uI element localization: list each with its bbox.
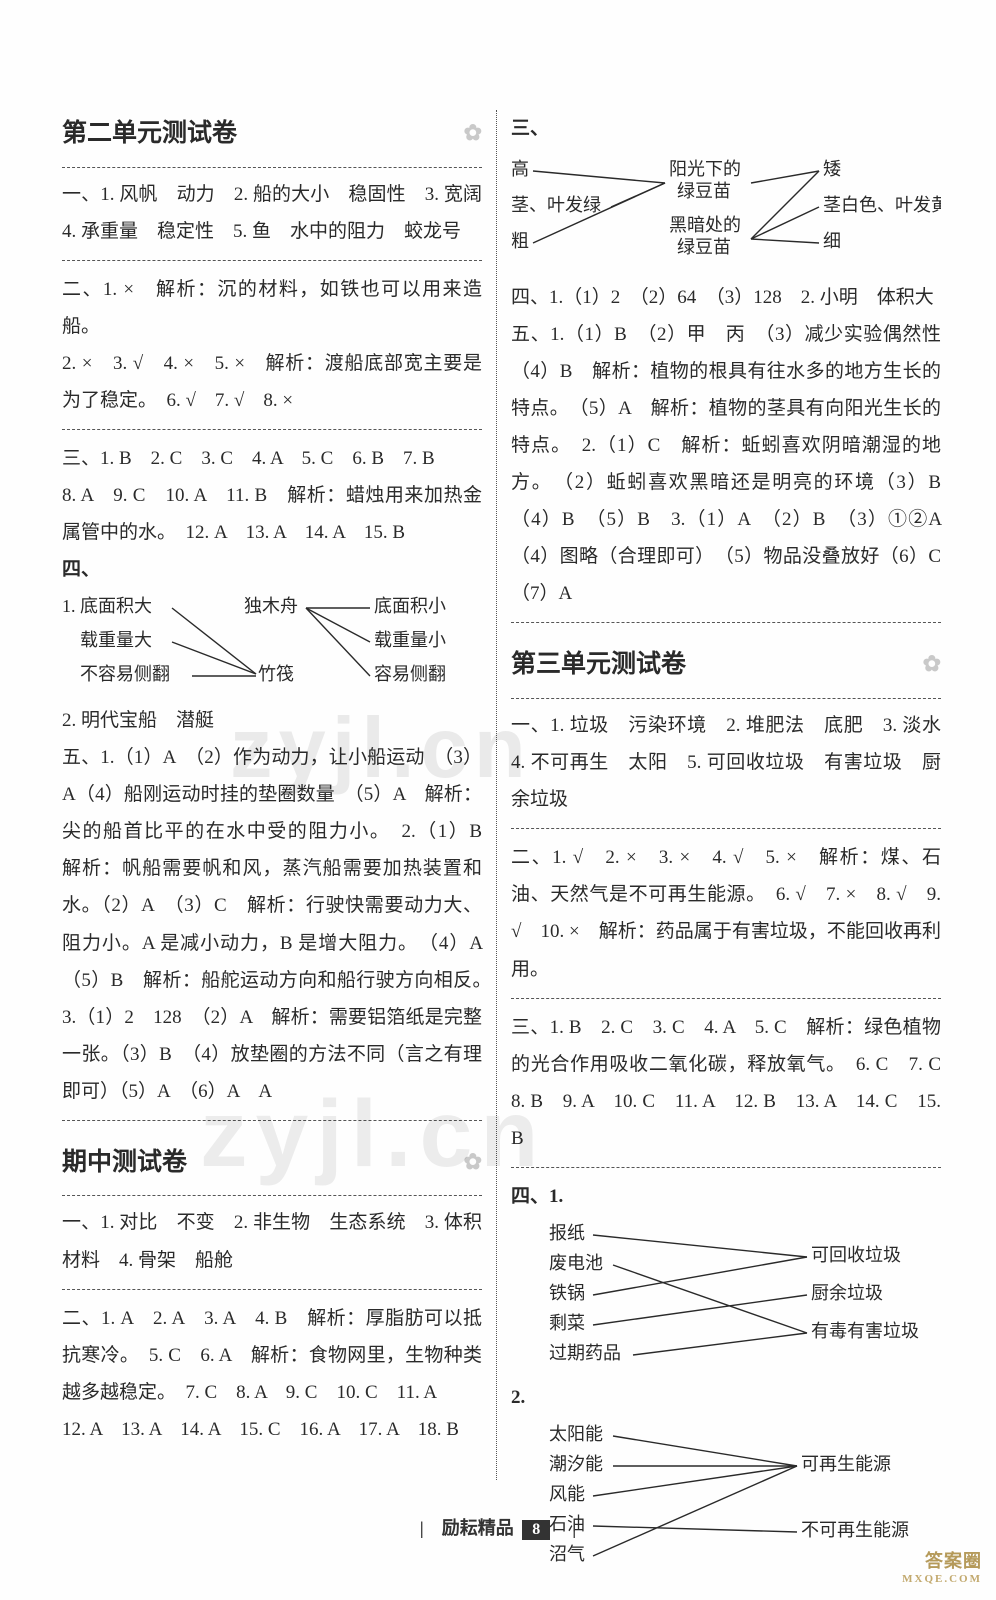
u3-q4-label: 四、1. — [511, 1178, 941, 1215]
u3-q3: 三、1. B 2. C 3. C 4. A 5. C 解析：绿色植物的光合作用吸… — [511, 1009, 941, 1157]
right-column: 三、 高 茎、叶发绿 粗 阳光下的 绿豆苗 黑暗处的 绿豆苗 矮 茎白色、叶发黄… — [497, 110, 955, 1480]
u2-q4-label: 四、 — [62, 551, 482, 588]
m2-left-1: 茎、叶发绿 — [511, 195, 601, 215]
u3-q4-2-label: 2. — [511, 1379, 941, 1416]
m1-center-1: 竹筏 — [258, 664, 294, 684]
u2-q3a: 三、1. B 2. C 3. C 4. A 5. C 6. B 7. B — [62, 440, 482, 477]
footer-page-badge: 8 — [522, 1520, 550, 1540]
section-unit3-title-text: 第三单元测试卷 — [511, 651, 686, 678]
m1-center-0: 独木舟 — [244, 596, 298, 616]
m2-center-0b: 绿豆苗 — [677, 181, 731, 201]
matching-diagram-2: 高 茎、叶发绿 粗 阳光下的 绿豆苗 黑暗处的 绿豆苗 矮 茎白色、叶发黄 细 — [511, 149, 941, 277]
m3-left-4: 过期药品 — [549, 1343, 621, 1363]
footer-brand: 励耘精品 — [442, 1518, 514, 1538]
m4-left-1: 潮汐能 — [549, 1454, 603, 1474]
m2-center-1a: 黑暗处的 — [669, 215, 741, 235]
m4-left-0: 太阳能 — [549, 1424, 603, 1444]
r-q4: 四、1.（1）2 （2）64 （3）128 2. 小明 体积大 — [511, 279, 941, 316]
matching-diagram-4: 太阳能 潮汐能 风能 石油 沼气 可再生能源 不可再生能源 — [511, 1418, 941, 1578]
matching-diagram-3: 报纸 废电池 铁锅 剩菜 过期药品 可回收垃圾 厨余垃圾 有毒有害垃圾 — [511, 1217, 941, 1377]
dash-divider — [62, 260, 482, 261]
mid-q2: 二、1. A 2. A 3. A 4. B 解析：厚脂肪可以抵抗寒冷。 5. C… — [62, 1300, 482, 1411]
u2-q4-2: 2. 明代宝船 潜艇 — [62, 702, 482, 739]
two-column-layout: 第二单元测试卷 ✿ 一、1. 风帆 动力 2. 船的大小 稳固性 3. 宽阔 4… — [48, 110, 948, 1480]
page-footer: | 励耘精品 8 | — [0, 1514, 996, 1540]
dash-divider — [511, 1167, 941, 1168]
m2-right-1: 茎白色、叶发黄 — [823, 195, 941, 215]
r-q5: 五、1.（1）B （2）甲 丙 （3）减少实验偶然性（4）B 解析：植物的根具有… — [511, 316, 941, 612]
m4-right-0: 可再生能源 — [801, 1454, 891, 1474]
m3-right-1: 厨余垃圾 — [811, 1283, 883, 1303]
u3-q2: 二、1. √ 2. × 3. × 4. √ 5. × 解析：煤、石油、天然气是不… — [511, 839, 941, 987]
u2-q2a: 二、1. × 解析：沉的材料，如铁也可以用来造船。 — [62, 271, 482, 345]
u2-q1: 一、1. 风帆 动力 2. 船的大小 稳固性 3. 宽阔 4. 承重量 稳定性 … — [62, 176, 482, 250]
u2-q5: 五、1.（1）A （2）作为动力，让小船运动 （3）A（4）船刚运动时挂的垫圈数… — [62, 739, 482, 1109]
m3-right-0: 可回收垃圾 — [811, 1245, 901, 1265]
dash-divider — [511, 828, 941, 829]
mid-q1: 一、1. 对比 不变 2. 非生物 生态系统 3. 体积 材料 4. 骨架 船舱 — [62, 1204, 482, 1278]
m3-right-2: 有毒有害垃圾 — [811, 1321, 919, 1341]
flower-icon: ✿ — [464, 112, 482, 155]
m3-left-1: 废电池 — [549, 1253, 603, 1273]
section-unit3-title: 第三单元测试卷 ✿ — [511, 641, 941, 699]
mid-q2b: 12. A 13. A 14. A 15. C 16. A 17. A 18. … — [62, 1411, 482, 1448]
m1-left-2: 不容易侧翻 — [80, 664, 170, 684]
flower-icon: ✿ — [464, 1141, 482, 1184]
m4-left-4: 沼气 — [549, 1544, 585, 1564]
m1-right-0: 底面积小 — [374, 596, 446, 616]
m3-left-0: 报纸 — [549, 1223, 585, 1243]
dash-divider — [511, 998, 941, 999]
m2-left-2: 粗 — [511, 231, 529, 251]
m2-center-0a: 阳光下的 — [669, 159, 741, 179]
m2-left-0: 高 — [511, 159, 529, 179]
m1-left-0: 1. 底面积大 — [62, 596, 152, 616]
section-unit2-title-text: 第二单元测试卷 — [62, 120, 237, 147]
m2-right-0: 矮 — [823, 159, 841, 179]
m4-left-2: 风能 — [549, 1484, 585, 1504]
flower-icon: ✿ — [923, 643, 941, 686]
m3-left-2: 铁锅 — [549, 1283, 585, 1303]
dash-divider — [62, 1289, 482, 1290]
dash-divider — [62, 429, 482, 430]
m1-left-1: 载重量大 — [80, 630, 152, 650]
section-midterm-title: 期中测试卷 ✿ — [62, 1139, 482, 1197]
m1-right-1: 载重量小 — [374, 630, 446, 650]
section-midterm-title-text: 期中测试卷 — [62, 1149, 187, 1176]
dash-divider — [62, 1120, 482, 1121]
m2-right-2: 细 — [823, 231, 841, 251]
u3-q1: 一、1. 垃圾 污染环境 2. 堆肥法 底肥 3. 淡水 4. 不可再生 太阳 … — [511, 707, 941, 818]
m2-center-1b: 绿豆苗 — [677, 237, 731, 257]
left-column: 第二单元测试卷 ✿ 一、1. 风帆 动力 2. 船的大小 稳固性 3. 宽阔 4… — [48, 110, 497, 1480]
u2-q3b: 8. A 9. C 10. A 11. B 解析：蜡烛用来加热金属管中的水。 1… — [62, 477, 482, 551]
matching-diagram-1: 1. 底面积大 载重量大 不容易侧翻 独木舟 竹筏 底面积小 载重量小 容易侧翻 — [62, 590, 482, 700]
r-sec3-label: 三、 — [511, 110, 941, 147]
m3-left-3: 剩菜 — [549, 1313, 585, 1333]
dash-divider — [511, 622, 941, 623]
m1-right-2: 容易侧翻 — [374, 664, 446, 684]
section-unit2-title: 第二单元测试卷 ✿ — [62, 110, 482, 168]
u2-q2b: 2. × 3. √ 4. × 5. × 解析：渡船底部宽主要是为了稳定。 6. … — [62, 345, 482, 419]
